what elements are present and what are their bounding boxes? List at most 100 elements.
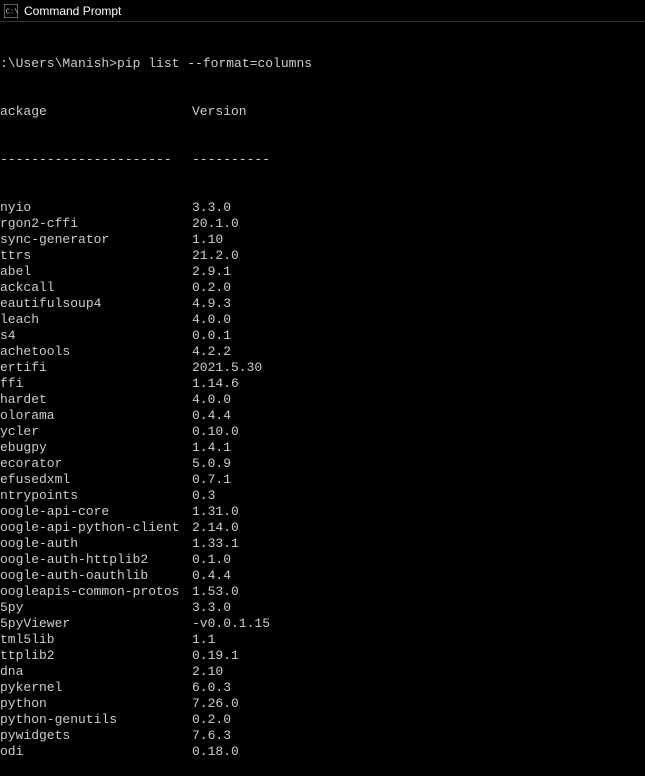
table-row: oogle-auth-httplib20.1.0 — [0, 552, 645, 568]
table-row: pywidgets7.6.3 — [0, 728, 645, 744]
package-version: -v0.0.1.15 — [192, 616, 270, 632]
package-version: 1.31.0 — [192, 504, 239, 520]
table-row: ackcall0.2.0 — [0, 280, 645, 296]
package-name: ttrs — [0, 248, 192, 264]
table-row: dna2.10 — [0, 664, 645, 680]
table-row: eautifulsoup44.9.3 — [0, 296, 645, 312]
package-name: python — [0, 696, 192, 712]
table-header: ackageVersion — [0, 104, 645, 120]
window-title: Command Prompt — [24, 4, 121, 18]
package-version: 3.3.0 — [192, 600, 231, 616]
package-name: achetools — [0, 344, 192, 360]
package-name: ertifi — [0, 360, 192, 376]
package-name: python-genutils — [0, 712, 192, 728]
table-row: ebugpy1.4.1 — [0, 440, 645, 456]
package-name: oogle-auth-httplib2 — [0, 552, 192, 568]
package-version: 1.1 — [192, 632, 215, 648]
table-row: efusedxml0.7.1 — [0, 472, 645, 488]
package-name: nyio — [0, 200, 192, 216]
package-version: 1.10 — [192, 232, 223, 248]
package-name: hardet — [0, 392, 192, 408]
command-line: :\Users\Manish>pip list --format=columns — [0, 56, 645, 72]
table-row: ttrs21.2.0 — [0, 248, 645, 264]
table-row: ertifi2021.5.30 — [0, 360, 645, 376]
table-row: leach4.0.0 — [0, 312, 645, 328]
package-name: oogle-auth — [0, 536, 192, 552]
table-row: 5py3.3.0 — [0, 600, 645, 616]
table-row: oogle-api-python-client2.14.0 — [0, 520, 645, 536]
prompt-command: pip list --format=columns — [117, 56, 312, 72]
package-version: 4.2.2 — [192, 344, 231, 360]
package-version: 0.18.0 — [192, 744, 239, 760]
package-version: 2.9.1 — [192, 264, 231, 280]
package-version: 0.4.4 — [192, 568, 231, 584]
table-row: python-genutils0.2.0 — [0, 712, 645, 728]
window-titlebar: C:\ Command Prompt — [0, 0, 645, 22]
package-name: tml5lib — [0, 632, 192, 648]
package-name: efusedxml — [0, 472, 192, 488]
table-row: rgon2-cffi20.1.0 — [0, 216, 645, 232]
svg-text:C:\: C:\ — [6, 8, 18, 16]
table-row: achetools4.2.2 — [0, 344, 645, 360]
package-name: leach — [0, 312, 192, 328]
package-version: 1.4.1 — [192, 440, 231, 456]
package-version: 0.2.0 — [192, 712, 231, 728]
package-version: 0.2.0 — [192, 280, 231, 296]
header-package: ackage — [0, 104, 192, 120]
package-name: ycler — [0, 424, 192, 440]
package-name: dna — [0, 664, 192, 680]
package-name: pywidgets — [0, 728, 192, 744]
table-row: 5pyViewer-v0.0.1.15 — [0, 616, 645, 632]
package-name: ackcall — [0, 280, 192, 296]
table-row: abel2.9.1 — [0, 264, 645, 280]
package-version: 2021.5.30 — [192, 360, 262, 376]
package-name: ntrypoints — [0, 488, 192, 504]
package-name: sync-generator — [0, 232, 192, 248]
cmd-icon: C:\ — [4, 4, 18, 18]
package-name: odi — [0, 744, 192, 760]
package-name: 5py — [0, 600, 192, 616]
package-version: 7.26.0 — [192, 696, 239, 712]
table-row: oogle-api-core1.31.0 — [0, 504, 645, 520]
package-name: oogle-api-core — [0, 504, 192, 520]
terminal-output[interactable]: :\Users\Manish>pip list --format=columns… — [0, 22, 645, 776]
prompt-path: :\Users\Manish> — [0, 56, 117, 72]
table-row: nyio3.3.0 — [0, 200, 645, 216]
package-name: ttplib2 — [0, 648, 192, 664]
package-name: rgon2-cffi — [0, 216, 192, 232]
package-name: 5pyViewer — [0, 616, 192, 632]
table-row: olorama0.4.4 — [0, 408, 645, 424]
table-row: tml5lib1.1 — [0, 632, 645, 648]
package-version: 0.1.0 — [192, 552, 231, 568]
package-list: nyio3.3.0rgon2-cffi20.1.0sync-generator1… — [0, 200, 645, 760]
package-version: 5.0.9 — [192, 456, 231, 472]
package-version: 1.53.0 — [192, 584, 239, 600]
package-version: 21.2.0 — [192, 248, 239, 264]
package-version: 0.3 — [192, 488, 215, 504]
package-version: 1.14.6 — [192, 376, 239, 392]
package-name: s4 — [0, 328, 192, 344]
package-name: oogleapis-common-protos — [0, 584, 192, 600]
package-name: eautifulsoup4 — [0, 296, 192, 312]
package-version: 3.3.0 — [192, 200, 231, 216]
package-version: 4.0.0 — [192, 312, 231, 328]
table-row: ffi1.14.6 — [0, 376, 645, 392]
divider-package: ---------------------- — [0, 152, 192, 168]
table-row: ntrypoints0.3 — [0, 488, 645, 504]
table-row: ecorator5.0.9 — [0, 456, 645, 472]
package-name: abel — [0, 264, 192, 280]
table-row: ttplib20.19.1 — [0, 648, 645, 664]
package-version: 0.7.1 — [192, 472, 231, 488]
package-version: 0.10.0 — [192, 424, 239, 440]
table-row: hardet4.0.0 — [0, 392, 645, 408]
table-row: oogleapis-common-protos1.53.0 — [0, 584, 645, 600]
package-name: oogle-api-python-client — [0, 520, 192, 536]
table-row: oogle-auth-oauthlib0.4.4 — [0, 568, 645, 584]
table-row: ycler0.10.0 — [0, 424, 645, 440]
package-version: 0.4.4 — [192, 408, 231, 424]
package-version: 4.0.0 — [192, 392, 231, 408]
package-version: 4.9.3 — [192, 296, 231, 312]
package-name: pykernel — [0, 680, 192, 696]
header-version: Version — [192, 104, 247, 120]
package-version: 1.33.1 — [192, 536, 239, 552]
